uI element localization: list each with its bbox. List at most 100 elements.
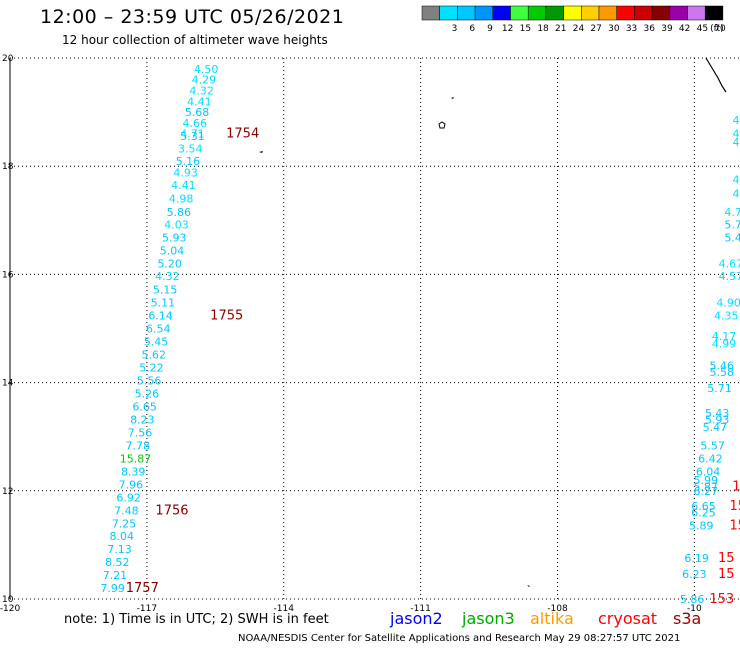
swh-value-label: 6.65: [691, 500, 716, 513]
swh-value-label: 5.86: [167, 206, 192, 219]
time-label: 1: [732, 479, 740, 494]
legend-bin-label: 3: [452, 24, 458, 34]
swh-value-label: 4.32: [189, 84, 214, 97]
legend-swatch: [510, 5, 529, 21]
swh-value-label: 6.14: [148, 310, 173, 323]
swh-value-label: 5.22: [139, 361, 164, 374]
swh-value-label: 5.68: [185, 106, 210, 119]
swh-value-label: 4.50: [194, 63, 219, 76]
chart-subtitle: 12 hour collection of altimeter wave hei…: [62, 33, 328, 47]
swh-value-label: 4.29: [192, 74, 217, 87]
legend-unit-label: (ft): [710, 24, 724, 34]
legend-bin-label: 45: [697, 24, 708, 34]
swh-value-label: 5.04: [160, 245, 185, 258]
legend-swatch: [669, 5, 688, 21]
legend-bin-label: 27: [590, 24, 601, 34]
legend-swatch: [421, 5, 440, 21]
swh-value-label: 7.25: [112, 517, 137, 530]
coastline: [259, 57, 727, 587]
y-tick-label: 12: [2, 487, 13, 497]
x-tick-label: -114: [274, 604, 295, 614]
swh-value-label: 4.: [732, 187, 740, 200]
color-legend: 3 6 9 12 15 18 21 24 27 30 33 36 39 42 45 70(ft): [421, 5, 726, 34]
swh-value-label: 4.90: [716, 297, 740, 310]
swh-value-label: 5.93: [705, 413, 730, 426]
swh-value-label: 5.58: [710, 366, 735, 379]
legend-swatch: [616, 5, 635, 21]
x-tick-label: -120: [0, 604, 20, 614]
swh-value-label: 4.: [732, 136, 740, 149]
satellite-s3a: s3a: [673, 609, 702, 628]
swh-value-label: 5.26: [135, 387, 160, 400]
swh-value-label: 5.20: [157, 258, 182, 271]
chart-title: 12:00 – 23:59 UTC 05/26/2021: [40, 6, 345, 28]
swh-value-label: 7.13: [107, 543, 132, 556]
swh-value-label: 4.57: [719, 270, 740, 283]
island-dot: [259, 151, 263, 153]
swh-value-label: 5.56: [137, 374, 162, 387]
swh-value-label: 5.89: [689, 519, 714, 532]
time-label: 1754: [226, 127, 259, 142]
swh-value-label: 5.47: [703, 421, 728, 434]
swh-value-label: 4.41: [187, 95, 212, 108]
grid-lines: [9, 57, 740, 600]
x-tick-label: -108: [547, 604, 568, 614]
y-tick-label: 18: [2, 162, 14, 172]
x-tick-label: -10: [687, 604, 702, 614]
legend-bin-label: 24: [573, 24, 585, 34]
legend-swatch: [598, 5, 617, 21]
swh-value-label: 5.87: [694, 480, 719, 493]
time-label: 1756: [155, 503, 188, 518]
time-label: 1755: [210, 309, 243, 324]
swh-value-label: 4.99: [712, 338, 737, 351]
island-outline: [438, 121, 446, 129]
swh-value-label: 4.: [732, 114, 740, 127]
swh-value-label: 6.04: [696, 465, 721, 478]
swh-value-label: 5.11: [151, 297, 176, 310]
swh-value-label: 5.16: [176, 155, 201, 168]
swh-value-label: 5.57: [700, 439, 725, 452]
legend-bin-label: 21: [555, 24, 566, 34]
legend-swatch: [651, 5, 671, 21]
legend-bin-label: 42: [679, 24, 690, 34]
swh-value-label: 4.32: [155, 270, 180, 283]
swh-value-label: 15.87: [120, 452, 152, 465]
swh-value-label: 4.71: [180, 128, 205, 141]
island-dot: [451, 97, 454, 99]
swh-value-label: 7.48: [114, 504, 139, 517]
legend-swatch: [457, 5, 476, 21]
legend-bin-label: 30: [608, 24, 620, 34]
swh-value-label: 7.96: [119, 478, 144, 491]
swh-value-label: 6.92: [116, 491, 141, 504]
legend-swatch: [563, 5, 582, 21]
swh-value-label: 3.54: [178, 142, 203, 155]
swh-value-label: 7.99: [100, 582, 125, 595]
legend-swatch: [545, 5, 564, 21]
swh-value-label: 4.03: [164, 219, 189, 232]
swh-value-label: 8.04: [110, 530, 135, 543]
swh-value-label: 7.56: [128, 426, 153, 439]
time-label: 15: [718, 551, 735, 566]
swh-value-label: 8.52: [105, 556, 130, 569]
swh-value-label: 5.4: [724, 232, 740, 245]
swh-value-label: 5.62: [141, 348, 166, 361]
legend-swatch: [634, 5, 653, 21]
swh-value-label: 5.93: [162, 232, 187, 245]
legend-swatch: [527, 5, 547, 21]
swh-value-label: 7.21: [103, 569, 128, 582]
swh-value-label: 6.65: [132, 400, 157, 413]
legend-swatch: [704, 5, 724, 21]
axis-ticks: -120 -117 -114 -111 -108 -10 20 18 16 14 12 10: [0, 54, 702, 614]
swh-value-label: 4.: [732, 128, 740, 141]
swh-value-label: 7.78: [126, 439, 151, 452]
swh-value-label: 4.17: [712, 330, 737, 343]
swh-value-label: 4.66: [183, 117, 208, 130]
swh-value-label: 5.7: [724, 219, 740, 232]
legend-bin-label: 18: [537, 24, 549, 34]
swh-value-label: 6.27: [694, 485, 719, 498]
time-label: 15: [729, 518, 740, 533]
satellite-cryosat: cryosat: [598, 609, 658, 628]
swh-value-label: 4.7: [724, 206, 740, 219]
island-dot: [527, 585, 530, 587]
